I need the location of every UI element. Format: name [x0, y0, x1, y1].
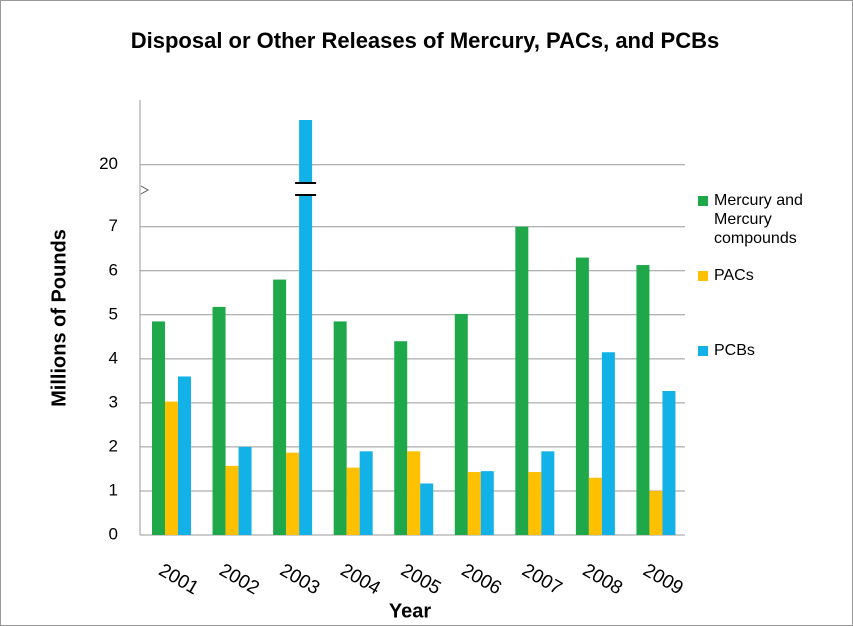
x-tick-label: 2001 — [155, 560, 202, 599]
bar — [333, 321, 347, 535]
chart-title: Disposal or Other Releases of Mercury, P… — [130, 28, 720, 53]
y-tick-label: 7 — [109, 216, 118, 235]
bar — [649, 490, 663, 535]
bar — [346, 467, 360, 535]
bar — [286, 452, 300, 535]
bar — [588, 477, 602, 535]
bar — [359, 451, 373, 535]
bar — [299, 120, 313, 535]
bar — [601, 352, 615, 535]
legend-item: PACs — [698, 266, 853, 285]
bar — [480, 471, 494, 535]
bar — [636, 265, 650, 535]
y-tick-label: 2 — [109, 436, 118, 455]
y-tick-label: 4 — [109, 348, 118, 367]
legend-item: Mercury and Mercury compounds — [698, 191, 853, 248]
y-tick-label: 6 — [109, 260, 118, 279]
bar — [165, 401, 178, 535]
bar — [467, 472, 481, 535]
x-axis-label: Year — [389, 600, 431, 622]
y-tick-label: 1 — [109, 480, 118, 499]
x-tick-label: 2006 — [458, 560, 505, 599]
legend-label: Mercury and Mercury compounds — [714, 192, 803, 247]
legend-swatch — [698, 271, 708, 281]
x-tick-label: 2009 — [639, 560, 686, 599]
x-tick-label: 2008 — [579, 560, 626, 599]
legend-swatch — [698, 196, 708, 206]
bar — [178, 376, 191, 535]
x-tick-label: 2003 — [276, 560, 323, 599]
bar-break — [296, 184, 316, 194]
x-tick-label: 2002 — [216, 560, 263, 599]
y-axis-label: Millions of Pounds — [48, 229, 70, 407]
x-tick-label: 2004 — [337, 560, 384, 600]
bar — [394, 341, 408, 535]
bar — [238, 446, 252, 535]
legend-label: PACs — [714, 267, 754, 284]
y-tick-label: 20 — [99, 154, 118, 173]
x-tick-label: 2007 — [518, 560, 565, 599]
y-tick-label: 3 — [109, 392, 118, 411]
bar — [273, 279, 287, 535]
bar — [662, 390, 676, 535]
legend-item: PCBs — [698, 341, 853, 360]
bar — [528, 472, 542, 535]
legend-swatch — [698, 346, 708, 356]
bar — [212, 306, 226, 535]
bar — [454, 313, 468, 535]
bar — [225, 465, 239, 535]
y-tick-label: 0 — [109, 524, 118, 543]
y-tick-label: 5 — [109, 304, 118, 323]
bar — [575, 257, 589, 535]
x-tick-label: 2005 — [397, 560, 444, 599]
legend-label: PCBs — [714, 342, 755, 359]
bar — [407, 451, 421, 535]
bar — [152, 321, 165, 535]
bar — [541, 451, 555, 535]
axis-break-glyph — [140, 185, 150, 195]
bar — [420, 483, 434, 535]
bar — [515, 226, 529, 535]
